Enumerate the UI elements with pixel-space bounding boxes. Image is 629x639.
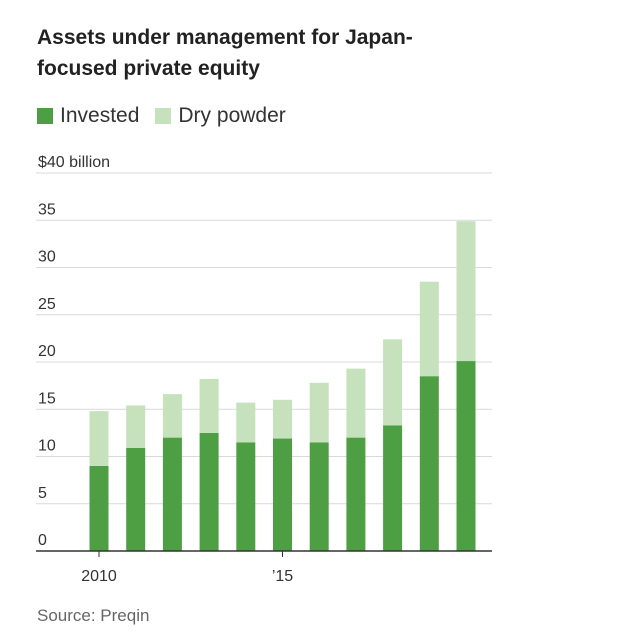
x-tick-label: ’15	[272, 568, 293, 585]
bar-invested	[89, 465, 109, 551]
bar-dry-powder	[162, 394, 182, 438]
source-note: Source: Preqin	[37, 606, 150, 625]
bar-dry-powder	[346, 368, 366, 438]
legend-swatch-dry-powder	[155, 108, 172, 124]
legend-swatch-invested	[37, 108, 53, 124]
y-tick-label: $40 billion	[38, 154, 110, 171]
bar-invested	[273, 438, 292, 551]
bar-dry-powder	[199, 379, 219, 433]
x-tick-label: 2010	[81, 568, 117, 585]
bar-dry-powder	[89, 411, 109, 466]
bar-invested	[236, 442, 256, 551]
y-tick-label: 0	[38, 532, 47, 549]
legend-label-dry-powder: Dry powder	[178, 104, 286, 127]
y-tick-label: 30	[38, 249, 56, 266]
bar-dry-powder	[456, 221, 476, 362]
bar-dry-powder	[126, 405, 146, 448]
bar-dry-powder	[236, 402, 256, 443]
bar-invested	[419, 376, 439, 551]
legend-item-dry-powder: Dry powder	[155, 104, 286, 128]
y-tick-label: 5	[38, 485, 47, 502]
y-tick-label: 15	[38, 390, 56, 407]
y-tick-label: 10	[38, 438, 56, 455]
bar-invested	[199, 432, 219, 551]
legend: Invested Dry powder	[37, 104, 302, 128]
bar-invested	[456, 361, 476, 551]
bar-dry-powder	[309, 382, 329, 443]
legend-label-invested: Invested	[60, 104, 140, 127]
y-tick-label: 20	[38, 343, 56, 360]
bar-invested	[126, 447, 146, 551]
bar-invested	[346, 437, 366, 551]
bar-dry-powder	[419, 281, 439, 377]
bar-dry-powder	[383, 339, 403, 426]
chart-title: Assets under management for Japan-focuse…	[37, 26, 413, 80]
y-tick-label: 35	[38, 201, 56, 218]
bar-dry-powder	[273, 399, 292, 439]
bar-invested	[383, 425, 403, 551]
y-tick-label: 25	[38, 296, 56, 313]
bar-invested	[162, 437, 182, 551]
bar-invested	[309, 442, 329, 551]
legend-item-invested: Invested	[37, 104, 139, 128]
